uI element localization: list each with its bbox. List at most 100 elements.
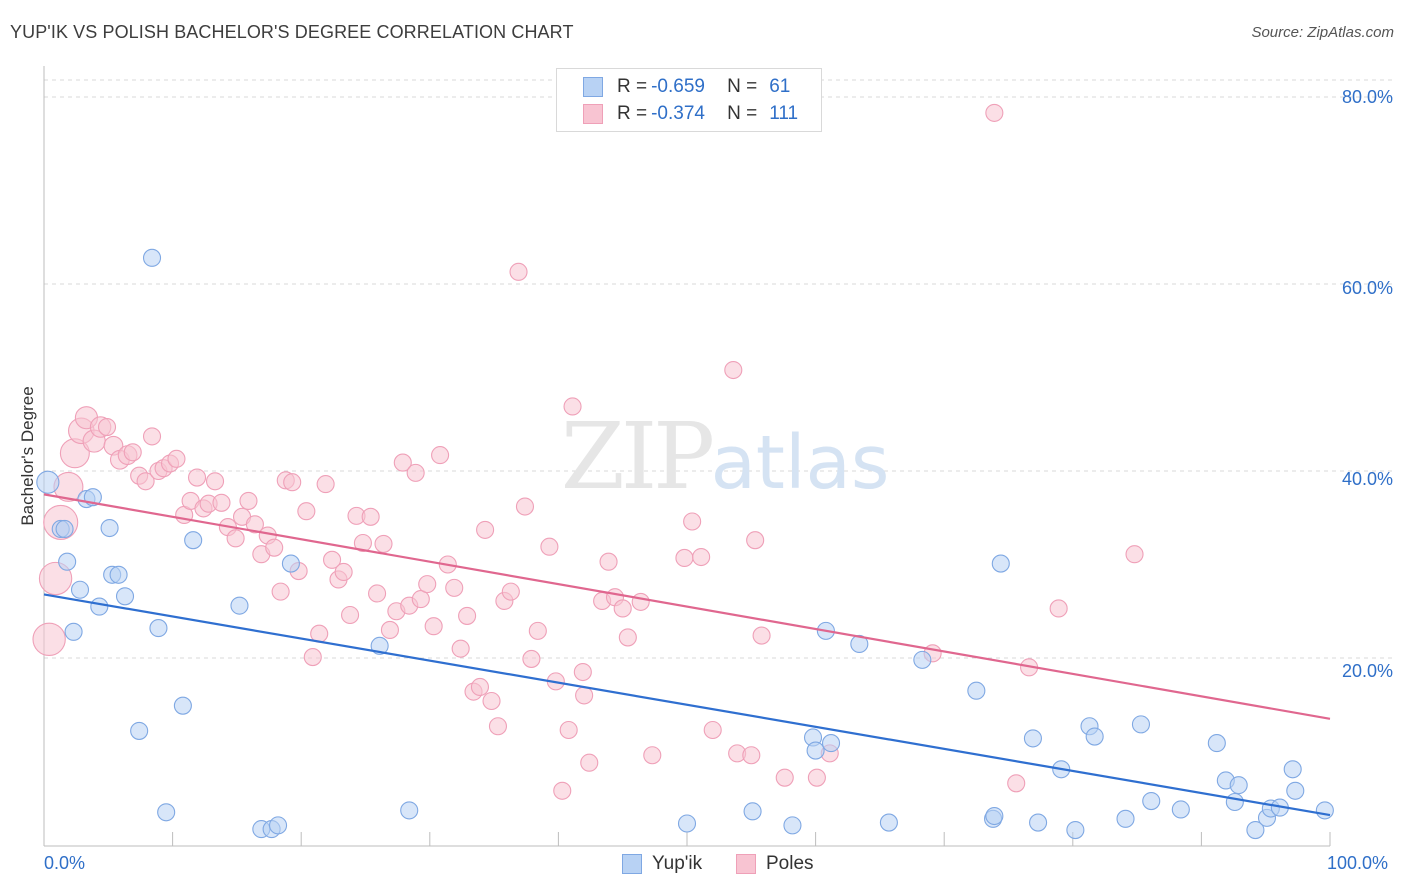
yupik-point	[879, 813, 898, 832]
yupik-point	[1283, 760, 1302, 779]
poles-point	[239, 491, 258, 510]
yupik-point	[967, 681, 986, 700]
poles-point	[807, 768, 826, 787]
y-tick-label-60: 60.0%	[1341, 278, 1393, 298]
poles-point	[692, 547, 711, 567]
yupik-point	[36, 470, 60, 494]
yupik-points	[36, 248, 1334, 840]
yupik-point	[985, 806, 1004, 826]
poles-point	[458, 606, 477, 625]
poles-point	[1125, 545, 1144, 564]
poles-point	[205, 472, 225, 491]
poles-point	[265, 538, 284, 557]
n-value: 61	[769, 76, 791, 97]
r-value: -0.374	[651, 103, 705, 124]
yupik-point	[677, 814, 697, 833]
source-label: Source: ZipAtlas.com	[1251, 24, 1394, 41]
yupik-point	[1131, 715, 1151, 734]
yupik-point	[157, 803, 176, 822]
n-label: N =	[727, 103, 758, 124]
yupik-point	[1023, 729, 1042, 748]
poles-point	[575, 686, 594, 705]
poles-point	[297, 502, 316, 521]
bottom-legend-yupik[interactable]: Yup'ik	[622, 852, 702, 876]
yupik-point	[55, 519, 74, 539]
r-value: -0.659	[651, 76, 705, 97]
yupik-point	[1066, 820, 1085, 840]
poles-point	[501, 582, 520, 601]
poles-point	[752, 626, 771, 645]
yupik-point	[70, 580, 90, 599]
poles-point	[323, 550, 342, 569]
poles-point	[445, 578, 464, 597]
poles-point	[136, 472, 155, 491]
poles-point	[528, 621, 547, 640]
poles-point	[431, 446, 450, 465]
poles-point	[742, 746, 761, 765]
x-tick-label-min: 0.0%	[44, 853, 86, 873]
poles-point	[631, 592, 650, 611]
poles-point	[451, 639, 470, 658]
yupik-point	[1207, 734, 1226, 753]
poles-point	[393, 453, 412, 472]
r-label: R =	[617, 103, 648, 124]
watermark-zip: ZIP	[561, 403, 712, 510]
poles-point	[703, 720, 722, 740]
poles-point	[97, 418, 117, 437]
poles-point	[212, 493, 231, 512]
yupik-point	[1085, 727, 1104, 746]
poles-point	[271, 582, 290, 601]
poles-point	[580, 753, 599, 772]
gridlines	[44, 79, 1392, 659]
poles-point	[167, 449, 186, 468]
poles-point	[374, 534, 393, 553]
bottom-legend-poles[interactable]: Poles	[736, 852, 814, 876]
yupik-point	[230, 596, 249, 615]
yupik-point	[1116, 809, 1135, 828]
poles-point	[32, 622, 66, 656]
yupik-point	[115, 587, 135, 606]
yupik-point	[400, 801, 419, 820]
yupik-legend-label: Yup'ik	[652, 853, 703, 874]
poles-point	[406, 463, 425, 482]
poles-point	[643, 746, 662, 765]
yupik-swatch	[583, 77, 603, 97]
poles-point	[488, 717, 508, 736]
poles-point	[283, 473, 302, 492]
poles-point	[775, 768, 794, 787]
y-axis-label: Bachelor's Degree	[18, 386, 37, 526]
poles-point	[563, 397, 582, 416]
yupik-point	[269, 816, 288, 835]
yupik-point	[1142, 792, 1161, 811]
r-label: R =	[617, 76, 648, 97]
poles-point	[746, 531, 765, 550]
yupik-point	[783, 816, 802, 835]
legend-row-yupik: R = -0.659 N = 61	[583, 76, 790, 98]
y-tick-label-80: 80.0%	[1341, 87, 1393, 107]
x-tick-label-max: 100.0%	[1327, 853, 1389, 873]
axes	[43, 66, 1331, 847]
yupik-point	[806, 741, 825, 760]
yupik-point	[743, 802, 762, 821]
poles-point	[226, 529, 245, 548]
yupik-point	[1246, 820, 1265, 840]
poles-point	[540, 537, 559, 556]
poles-legend-label: Poles	[766, 853, 814, 874]
yupik-point	[100, 518, 119, 538]
poles-point	[142, 427, 162, 446]
poles-point	[618, 628, 637, 647]
yupik-point	[184, 531, 203, 550]
yupik-point	[130, 721, 149, 740]
poles-point	[368, 584, 387, 603]
yupik-point	[90, 597, 109, 616]
trendlines	[43, 493, 1331, 817]
yupik-point	[991, 554, 1010, 573]
poles-point	[361, 507, 380, 526]
y-tick-label-20: 20.0%	[1341, 661, 1393, 681]
stats-legend: R = -0.659 N = 61 R = -0.374 N = 111	[556, 68, 822, 132]
poles-point	[482, 691, 501, 711]
poles-point	[675, 548, 694, 568]
poles-point	[515, 497, 535, 516]
poles-point	[187, 468, 207, 487]
poles-legend-swatch	[736, 854, 756, 874]
